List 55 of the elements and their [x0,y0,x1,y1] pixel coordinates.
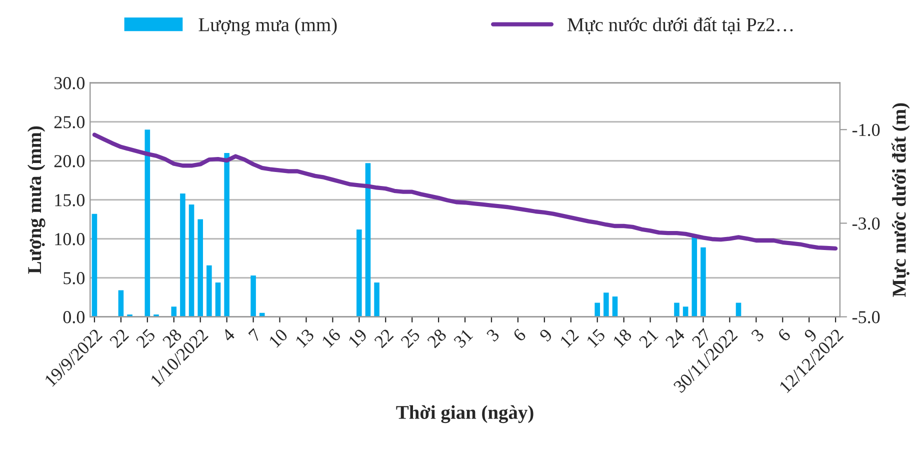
y2-axis-title: Mực nước dưới đất (m) [891,103,910,297]
bar [356,229,362,317]
x-tick-label: 19 [348,328,368,348]
y-tick-label: 20.0 [54,155,85,168]
bar [171,306,177,317]
x-tick-label: 28 [426,328,448,348]
bar [365,163,371,317]
bar [224,153,230,317]
legend-label: Mực nước dưới đất tại Pz2… [568,17,793,34]
bar [215,282,221,317]
bar [700,247,706,317]
y2-tick-label: -3.0 [852,217,880,230]
bar [674,302,680,317]
x-tick-label: 3 [486,328,500,342]
x-tick-label: 9 [538,328,553,342]
bar [250,275,256,317]
y-tick-label: 5.0 [64,272,85,284]
x-tick-label: 12 [560,328,580,348]
y-tick-label: 30.0 [54,77,85,90]
line-series [92,132,838,251]
x-tick-label: 22 [374,328,394,348]
bar [604,292,609,317]
y-tick-label: 15.0 [55,194,85,206]
legend-label: Lượng mưa (mm) [198,18,337,36]
x-tick-label: 15 [586,328,606,348]
y2-tick-label: -5.0 [852,311,880,324]
x-tick-label: 6 [512,328,527,342]
x-axis-title: Thời gian (ngày) [396,405,534,424]
x-tick-label: 25 [400,328,421,348]
x-tick-label: 22 [109,328,130,348]
x-tick-label: 4 [221,328,236,342]
bar [198,219,203,317]
y2-tick-label: -1.0 [852,124,880,136]
y-tick-label: 25.0 [54,116,85,128]
x-tick-label: 16 [321,328,342,348]
bar [180,194,186,317]
x-tick-label: 3 [750,328,765,342]
bar [692,236,698,317]
x-tick-label: 18 [612,328,632,348]
x-tick-label: 21 [638,328,658,348]
x-tick-label: 10 [268,328,288,348]
x-tick-label: 31 [453,328,474,348]
bar [188,204,194,317]
y-tick-label: 0.0 [63,311,85,324]
x-tick-label: 7 [248,328,262,342]
bar [144,130,150,317]
bar [92,214,98,317]
bar [594,302,600,317]
bar [206,265,212,317]
bar [118,290,124,317]
bar [612,296,618,317]
bar [374,282,380,317]
x-tick-label: 13 [294,328,315,348]
y-tick-label: 10.0 [55,233,85,246]
y-axis-title: Lượng mưa (mm) [27,126,46,274]
